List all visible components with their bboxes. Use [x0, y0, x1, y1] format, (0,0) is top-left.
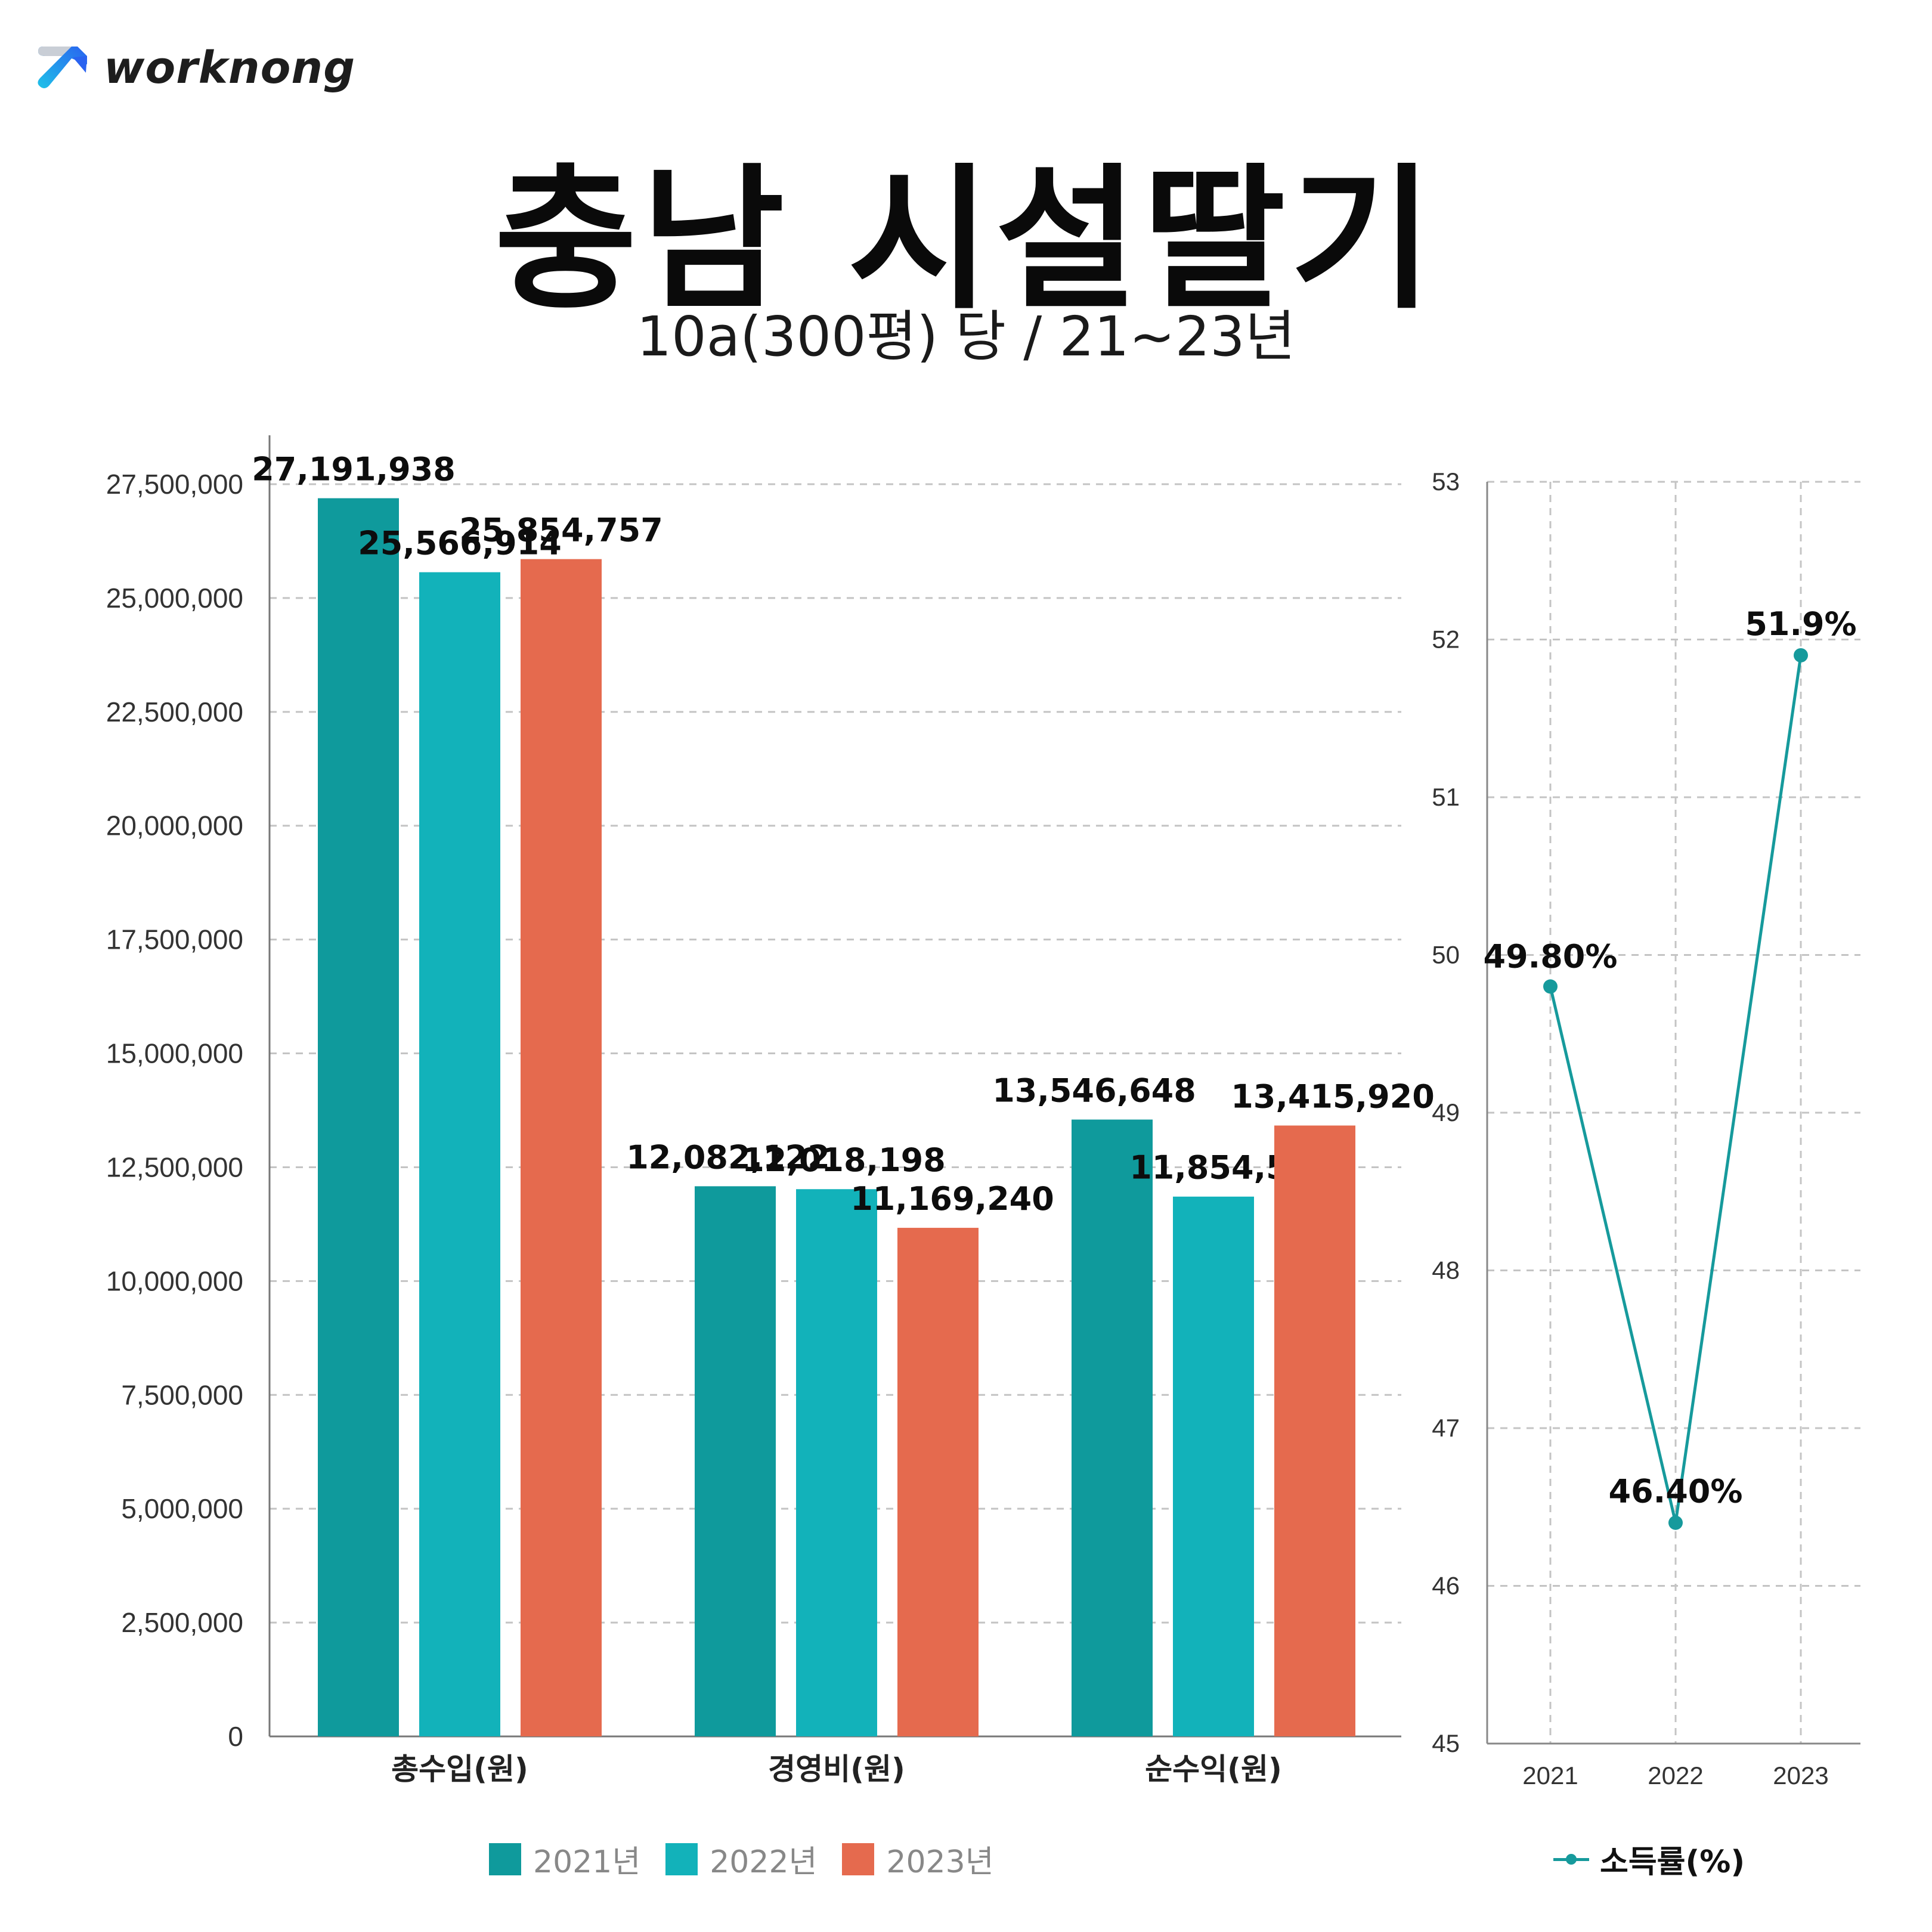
bar-2-2 [1274, 1125, 1355, 1736]
income-rate-label: 46.40% [1609, 1473, 1743, 1510]
income-rate-point [1668, 1515, 1683, 1530]
bar-0-2 [521, 559, 602, 1736]
legend-swatch-2023 [842, 1843, 875, 1875]
bar-2-1 [1173, 1196, 1254, 1736]
bar-y-tick-label: 7,500,000 [121, 1379, 243, 1410]
line-y-tick-label: 48 [1432, 1256, 1460, 1284]
bar-0-0 [318, 498, 399, 1737]
income-rate-label: 51.9% [1745, 605, 1856, 643]
page-subtitle: 10a(300평) 당 / 21~23년 [636, 305, 1296, 369]
bar-y-tick-label: 25,000,000 [106, 583, 243, 614]
legend-item-2021: 2021년 [489, 1837, 640, 1881]
legend-label-2021: 2021년 [533, 1844, 641, 1880]
bar-data-label: 11,169,240 [850, 1180, 1054, 1218]
page-title: 충남 시설딸기 [494, 150, 1438, 330]
bar-category-label: 총수입(원) [391, 1752, 528, 1787]
bar-data-label: 27,191,938 [252, 451, 456, 488]
bar-data-label: 13,546,648 [992, 1072, 1196, 1110]
legend-item-2022: 2022년 [665, 1837, 817, 1881]
income-rate-point [1543, 979, 1558, 994]
bar-data-label: 25,566,914 [358, 525, 562, 562]
bar-y-tick-label: 17,500,000 [106, 924, 243, 955]
bar-1-0 [695, 1186, 776, 1736]
bar-y-tick-label: 12,500,000 [106, 1151, 243, 1182]
line-y-tick-label: 51 [1432, 783, 1460, 811]
bar-data-label: 12,018,198 [742, 1141, 946, 1179]
bar-category-label: 경영비(원) [768, 1752, 905, 1787]
line-y-tick-label: 53 [1432, 467, 1460, 496]
bar-data-label: 25,854,757 [459, 512, 663, 549]
bar-y-tick-label: 5,000,000 [121, 1493, 243, 1524]
legend-swatch-2022 [665, 1843, 698, 1875]
bar-data-label: 12,082,122 [626, 1138, 830, 1176]
line-y-tick-label: 45 [1432, 1729, 1460, 1757]
bar-category-label: 순수익(원) [1145, 1752, 1282, 1787]
legend-label-2022: 2022년 [710, 1844, 818, 1880]
brand-logo: worknong [36, 41, 355, 95]
line-y-tick-label: 49 [1432, 1098, 1460, 1126]
bar-1-2 [897, 1228, 979, 1736]
line-x-tick-label: 2023 [1773, 1761, 1828, 1789]
legend-swatch-2021 [489, 1843, 521, 1875]
income-rate-label: 49.80% [1484, 937, 1618, 975]
line-x-tick-label: 2021 [1522, 1761, 1578, 1789]
brand-name: worknong [104, 42, 356, 94]
worknong-arrow-icon [38, 47, 87, 88]
bar-y-tick-label: 20,000,000 [106, 810, 243, 841]
bar-chart-legend: 2021년 2022년 2023년 [489, 1837, 994, 1881]
bar-y-tick-label: 0 [228, 1721, 243, 1752]
bar-data-label: 13,415,920 [1231, 1078, 1435, 1116]
legend-line-marker-icon [1553, 1843, 1589, 1875]
bar-0-1 [419, 572, 500, 1737]
line-chart-legend: 소득률(%) [1553, 1837, 1745, 1881]
bar-y-tick-label: 10,000,000 [106, 1265, 243, 1296]
bar-y-tick-label: 2,500,000 [121, 1607, 243, 1638]
bar-y-tick-label: 22,500,000 [106, 696, 243, 727]
line-x-tick-label: 2022 [1648, 1761, 1703, 1789]
line-y-tick-label: 47 [1432, 1414, 1460, 1442]
bar-y-tick-label: 27,500,000 [106, 469, 243, 500]
line-y-tick-label: 52 [1432, 626, 1460, 654]
bar-1-1 [796, 1189, 877, 1736]
line-y-tick-label: 46 [1432, 1572, 1460, 1600]
legend-label-income-rate: 소득률(%) [1600, 1844, 1745, 1880]
line-y-tick-label: 50 [1432, 941, 1460, 969]
income-rate-point [1794, 648, 1808, 662]
bar-2-0 [1072, 1119, 1153, 1736]
legend-item-2023: 2023년 [842, 1837, 994, 1881]
bar-y-tick-label: 15,000,000 [106, 1038, 243, 1069]
legend-label-2023: 2023년 [886, 1844, 994, 1880]
